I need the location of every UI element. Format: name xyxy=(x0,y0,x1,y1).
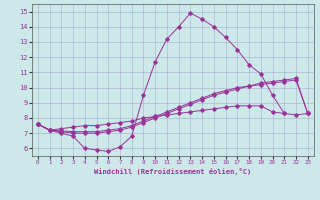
X-axis label: Windchill (Refroidissement éolien,°C): Windchill (Refroidissement éolien,°C) xyxy=(94,168,252,175)
